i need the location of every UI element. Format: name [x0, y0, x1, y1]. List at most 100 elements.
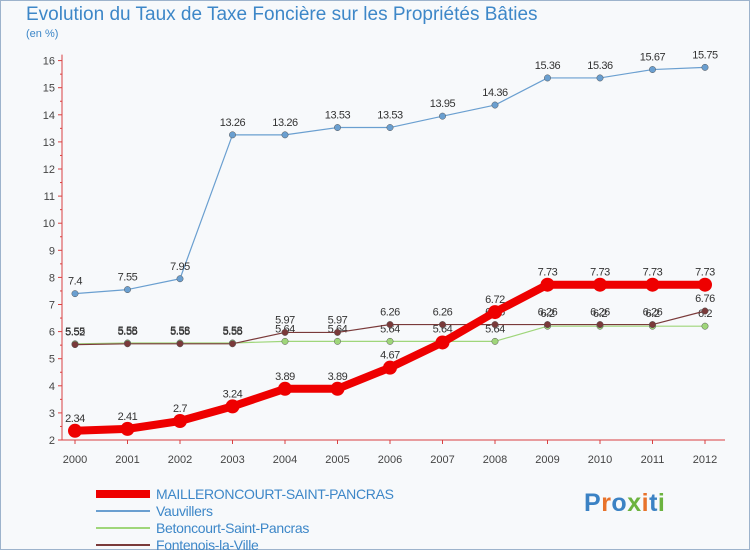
data-label: 6.26: [538, 307, 558, 319]
data-label: 2.7: [173, 403, 187, 415]
data-label: 2.34: [65, 413, 85, 425]
data-point: [488, 305, 502, 320]
x-tick-label: 2012: [693, 454, 717, 466]
y-tick-label: 8: [49, 272, 55, 284]
legend-item: Vauvillers: [96, 502, 394, 519]
proxiti-logo: Proxiti: [584, 489, 665, 518]
data-point: [491, 101, 499, 109]
brand-letter: t: [649, 489, 658, 517]
data-point: [698, 277, 712, 292]
data-point: [281, 131, 289, 139]
legend-label: Betoncourt-Saint-Pancras: [156, 519, 310, 536]
x-tick-label: 2008: [483, 454, 507, 466]
data-point: [124, 286, 131, 294]
y-tick-label: 3: [49, 408, 55, 420]
y-tick-label: 6: [49, 327, 55, 339]
data-label: 3.24: [223, 388, 243, 400]
y-tick-label: 12: [43, 164, 55, 176]
x-tick-label: 2000: [63, 454, 87, 466]
data-point: [596, 321, 604, 329]
data-label: 3.89: [328, 371, 348, 383]
data-point: [491, 321, 499, 329]
data-label: 15.36: [535, 60, 561, 72]
y-tick-label: 9: [49, 245, 55, 257]
data-point: [383, 360, 397, 375]
data-label: 7.55: [118, 272, 138, 284]
data-label: 7.73: [643, 267, 663, 279]
data-label: 5.55: [170, 326, 190, 338]
x-tick-label: 2009: [535, 454, 559, 466]
x-tick-label: 2003: [220, 454, 244, 466]
data-label: 5.58: [223, 325, 243, 337]
data-point: [435, 335, 450, 350]
legend-item: MAILLERONCOURT-SAINT-PANCRAS: [96, 485, 394, 502]
brand-letter: P: [584, 489, 602, 517]
data-label: 6.26: [590, 307, 610, 319]
data-label: 15.36: [587, 60, 613, 72]
data-label: 5.64: [485, 323, 505, 335]
data-label: 5.52: [65, 327, 85, 339]
y-tick-label: 7: [49, 300, 55, 312]
data-label: 5.58: [118, 325, 138, 337]
data-point: [281, 328, 289, 336]
data-point: [176, 340, 184, 348]
chart-unit: (en %): [26, 28, 59, 40]
chart-legend: MAILLERONCOURT-SAINT-PANCRAS Vauvillers Be…: [96, 485, 394, 553]
data-label: 6.2: [593, 308, 607, 320]
data-label: 2.41: [118, 411, 138, 423]
brand-letter: r: [601, 489, 612, 517]
data-label: 7.73: [695, 267, 715, 279]
brand-letter: i: [641, 489, 650, 517]
data-label: 14.36: [482, 87, 508, 99]
y-tick-label: 10: [43, 218, 55, 230]
data-point: [281, 337, 289, 345]
x-tick-label: 2001: [115, 454, 139, 466]
legend-swatch: [96, 509, 150, 512]
legend-label: Fontenois-la-Ville: [156, 536, 259, 553]
data-point: [645, 277, 660, 292]
data-point: [649, 321, 656, 329]
data-label: 13.95: [430, 98, 456, 110]
x-tick-label: 2007: [430, 454, 454, 466]
legend-label: MAILLERONCOURT-SAINT-PANCRAS: [156, 485, 394, 502]
data-label: 6.26: [643, 307, 663, 319]
data-point: [68, 423, 82, 438]
x-tick-label: 2004: [273, 454, 297, 466]
data-label: 5.64: [433, 323, 453, 335]
data-label: 7.73: [538, 267, 558, 279]
data-point: [544, 74, 551, 82]
data-label: 5.64: [380, 323, 400, 335]
legend-swatch: [96, 489, 150, 498]
data-point: [176, 275, 184, 283]
data-point: [593, 277, 607, 292]
data-point: [701, 322, 709, 330]
x-tick-label: 2002: [168, 454, 192, 466]
data-point: [278, 381, 292, 396]
brand-letter: i: [657, 489, 666, 517]
data-point: [71, 290, 79, 298]
data-label: 6.26: [433, 307, 453, 319]
data-label: 7.73: [590, 267, 610, 279]
data-label: 7.4: [68, 276, 82, 288]
brand-letter: o: [611, 489, 628, 517]
data-label: 13.26: [272, 117, 298, 129]
y-tick-label: 13: [43, 137, 55, 149]
data-label: 5.97: [275, 314, 295, 326]
data-point: [225, 399, 240, 414]
y-tick-label: 14: [43, 110, 55, 122]
data-label: 6.76: [695, 293, 715, 305]
series-line: [74, 66, 706, 295]
legend-swatch: [96, 543, 150, 546]
x-tick-label: 2005: [325, 454, 349, 466]
data-point: [596, 74, 604, 82]
data-point: [544, 321, 551, 329]
data-point: [491, 337, 499, 345]
data-label: 5.58: [170, 325, 190, 337]
data-point: [386, 124, 394, 131]
data-point: [386, 321, 394, 329]
y-tick-label: 11: [44, 191, 55, 203]
data-label: 5.55: [65, 326, 85, 338]
data-point: [173, 414, 187, 429]
